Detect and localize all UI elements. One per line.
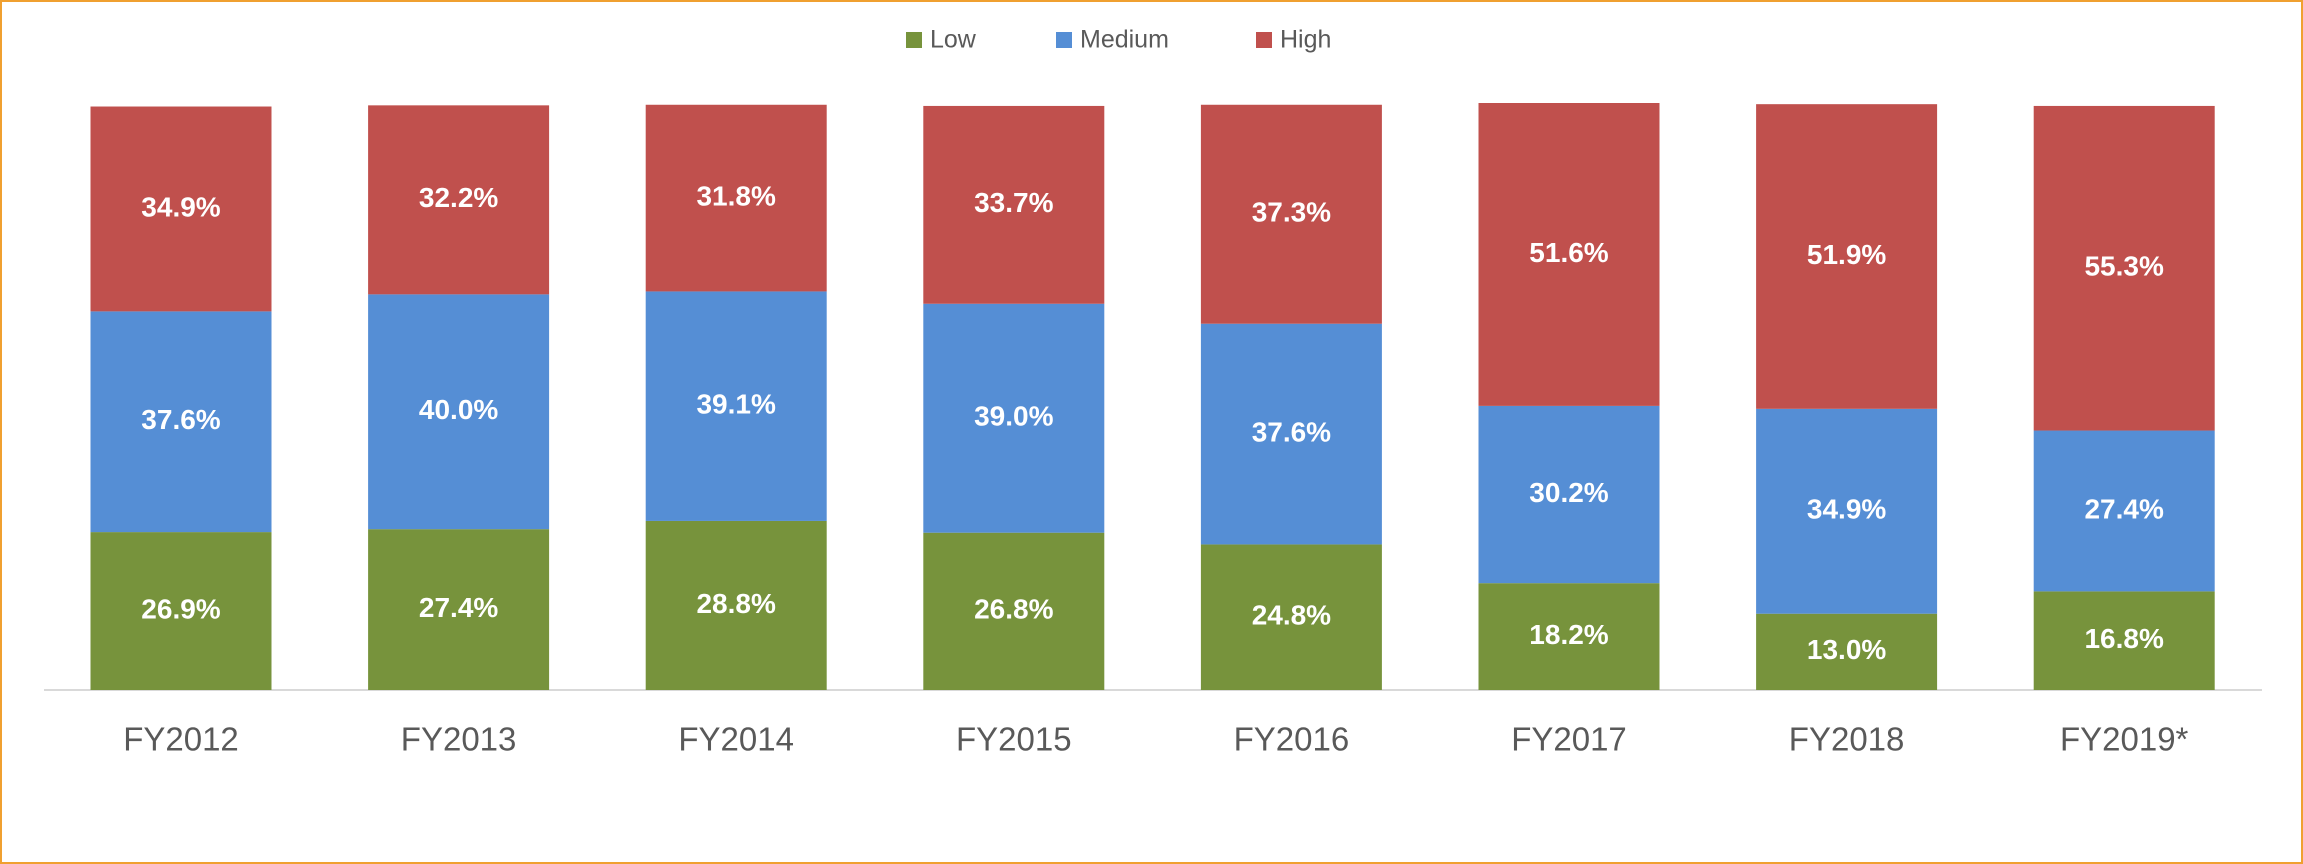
data-label: 51.6% bbox=[1529, 237, 1608, 268]
legend-swatch bbox=[1256, 32, 1272, 48]
x-tick-label: FY2018 bbox=[1789, 721, 1905, 758]
bar-segment bbox=[645, 520, 827, 690]
bar-segment bbox=[1200, 323, 1382, 545]
bar-segment bbox=[1756, 613, 1938, 690]
bar-segment bbox=[923, 105, 1105, 304]
x-tick-label: FY2016 bbox=[1234, 721, 1350, 758]
x-tick-label: FY2019* bbox=[2060, 721, 2189, 758]
bar-segment bbox=[1200, 544, 1382, 690]
legend-swatch bbox=[906, 32, 922, 48]
legend-label: High bbox=[1280, 26, 1331, 54]
bar-segment bbox=[368, 105, 550, 295]
bar-segment bbox=[923, 532, 1105, 690]
bar-segment bbox=[645, 104, 827, 292]
bar-segment bbox=[1756, 104, 1938, 409]
data-label: 18.2% bbox=[1529, 619, 1608, 650]
x-tick-label: FY2015 bbox=[956, 721, 1072, 758]
bar-segment bbox=[1478, 103, 1660, 406]
bar-segment bbox=[90, 311, 272, 533]
data-label: 40.0% bbox=[419, 394, 498, 425]
bar-segment bbox=[90, 106, 272, 312]
data-label: 26.9% bbox=[141, 593, 220, 624]
bar-segment bbox=[90, 532, 272, 690]
data-label: 39.1% bbox=[696, 389, 775, 420]
data-label: 37.6% bbox=[1252, 416, 1331, 447]
data-label: 16.8% bbox=[2084, 623, 2163, 654]
data-label: 13.0% bbox=[1807, 634, 1886, 665]
data-label: 39.0% bbox=[974, 401, 1053, 432]
bar-segment bbox=[2033, 591, 2215, 690]
bar-segment bbox=[368, 294, 550, 530]
data-label: 55.3% bbox=[2084, 251, 2163, 282]
bar-segment bbox=[368, 529, 550, 690]
data-label: 37.6% bbox=[141, 404, 220, 435]
data-label: 28.8% bbox=[696, 588, 775, 619]
data-label: 34.9% bbox=[1807, 494, 1886, 525]
bar-segment bbox=[2033, 430, 2215, 592]
data-label: 32.2% bbox=[419, 182, 498, 213]
x-tick-label: FY2017 bbox=[1511, 721, 1627, 758]
bar-segment bbox=[923, 303, 1105, 533]
legend-label: Low bbox=[930, 26, 977, 54]
data-label: 31.8% bbox=[696, 180, 775, 211]
data-label: 24.8% bbox=[1252, 600, 1331, 631]
bar-segment bbox=[1200, 104, 1382, 324]
bar-segment bbox=[1756, 408, 1938, 614]
x-tick-label: FY2014 bbox=[678, 721, 794, 758]
data-label: 51.9% bbox=[1807, 239, 1886, 270]
bar-segment bbox=[1478, 583, 1660, 690]
data-label: 26.8% bbox=[974, 594, 1053, 625]
x-tick-label: FY2013 bbox=[401, 721, 517, 758]
data-label: 27.4% bbox=[2084, 493, 2163, 524]
data-label: 37.3% bbox=[1252, 197, 1331, 228]
data-label: 33.7% bbox=[974, 187, 1053, 218]
data-label: 30.2% bbox=[1529, 477, 1608, 508]
legend-swatch bbox=[1056, 32, 1072, 48]
legend-label: Medium bbox=[1080, 26, 1169, 54]
x-tick-label: FY2012 bbox=[123, 721, 239, 758]
data-label: 27.4% bbox=[419, 592, 498, 623]
bar-segment bbox=[2033, 105, 2215, 431]
bar-segment bbox=[1478, 405, 1660, 584]
bar-segment bbox=[645, 291, 827, 521]
data-label: 34.9% bbox=[141, 191, 220, 222]
